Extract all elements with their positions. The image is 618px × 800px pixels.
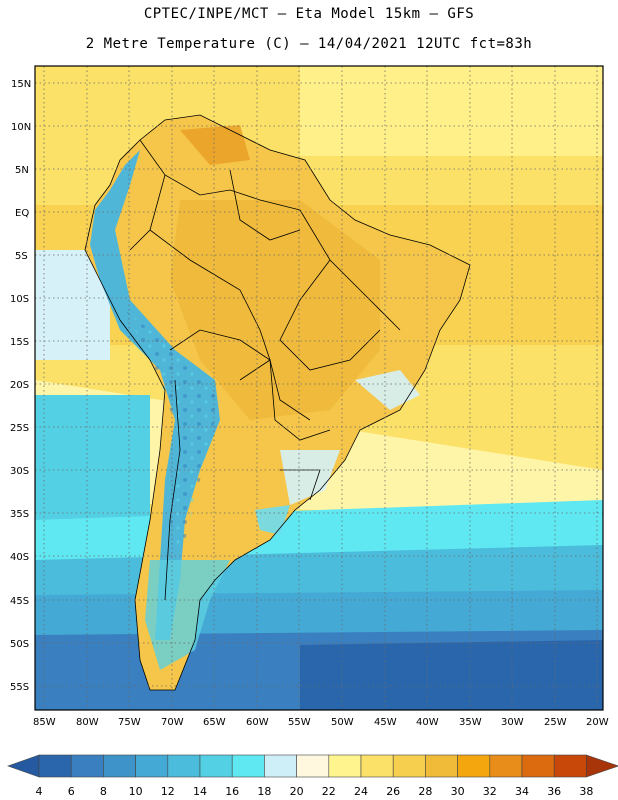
colorbar-swatch <box>199 754 233 778</box>
country-borders <box>84 114 471 691</box>
colorbar-tick-label: 36 <box>547 785 561 798</box>
colorbar: 4 6 8 10 12 14 16 18 20 22 24 26 28 30 32 34 36 38 <box>7 754 618 798</box>
lat-label: 15N <box>11 79 31 90</box>
colorbar-tick-label: 26 <box>386 785 400 798</box>
lat-label: 5N <box>15 165 29 176</box>
temperature-field <box>35 66 603 710</box>
lat-label: 25S <box>10 423 29 434</box>
map-subtitle: 2 Metre Temperature (C) – 14/04/2021 12U… <box>85 36 533 52</box>
lat-label: EQ <box>15 208 29 219</box>
lon-label: 50W <box>331 717 354 728</box>
colorbar-swatch <box>425 754 458 778</box>
colorbar-tick-label: 22 <box>322 785 336 798</box>
colorbar-swatch <box>167 754 201 778</box>
lat-label: 40S <box>10 552 29 563</box>
colorbar-tick-label: 18 <box>257 785 271 798</box>
colorbar-tick-label: 4 <box>36 785 43 798</box>
colorbar-swatch <box>553 754 587 778</box>
lat-label: 15S <box>10 337 29 348</box>
lon-label: 35W <box>459 717 482 728</box>
colorbar-tick-label: 28 <box>418 785 432 798</box>
colorbar-swatch <box>392 754 426 778</box>
lon-label: 45W <box>374 717 397 728</box>
lat-label: 10S <box>10 294 29 305</box>
lon-label: 55W <box>288 717 311 728</box>
latitude-labels: 15N 10N 5N EQ 5S 10S 15S 20S 25S 30S 35S… <box>10 79 31 693</box>
colorbar-tick-label: 30 <box>451 785 465 798</box>
colorbar-tick-label: 16 <box>225 785 239 798</box>
colorbar-swatch <box>328 754 362 778</box>
longitude-labels: 85W 80W 75W 70W 65W 60W 55W 50W 45W 40W … <box>33 717 609 728</box>
colorbar-tick-label: 10 <box>129 785 143 798</box>
colorbar-swatch <box>135 754 169 778</box>
lon-label: 25W <box>544 717 567 728</box>
lat-label: 30S <box>10 466 29 477</box>
colorbar-tick-label: 14 <box>193 785 207 798</box>
lat-label: 45S <box>10 596 29 607</box>
lon-label: 75W <box>118 717 141 728</box>
colorbar-swatch <box>489 754 523 778</box>
colorbar-min-arrow <box>7 754 40 778</box>
colorbar-tick-label: 24 <box>354 785 368 798</box>
lon-label: 85W <box>33 717 56 728</box>
lat-label: 50S <box>10 639 29 650</box>
colorbar-tick-label: 8 <box>100 785 107 798</box>
lon-label: 80W <box>76 717 99 728</box>
colorbar-swatch <box>360 754 394 778</box>
colorbar-tick-label: 32 <box>483 785 497 798</box>
colorbar-tick-label: 6 <box>68 785 75 798</box>
colorbar-swatch <box>264 754 297 778</box>
lon-label: 70W <box>161 717 184 728</box>
colorbar-tick-label: 38 <box>579 785 593 798</box>
lon-label: 60W <box>246 717 269 728</box>
lon-label: 65W <box>203 717 226 728</box>
colorbar-swatch <box>38 754 72 778</box>
lon-label: 20W <box>586 717 609 728</box>
map-title: CPTEC/INPE/MCT – Eta Model 15km – GFS <box>143 6 475 22</box>
lon-label: 30W <box>501 717 524 728</box>
colorbar-swatch <box>70 754 104 778</box>
lat-label: 35S <box>10 509 29 520</box>
lat-label: 55S <box>10 682 29 693</box>
colorbar-tick-label: 20 <box>290 785 304 798</box>
lon-label: 40W <box>416 717 439 728</box>
colorbar-tick-label: 34 <box>515 785 529 798</box>
colorbar-swatch <box>231 754 265 778</box>
graticule <box>35 66 603 710</box>
lat-label: 10N <box>11 122 31 133</box>
lat-label: 5S <box>15 251 28 262</box>
colorbar-swatch <box>103 754 136 778</box>
colorbar-swatch <box>296 754 330 778</box>
colorbar-swatch <box>457 754 491 778</box>
colorbar-swatch <box>521 754 555 778</box>
colorbar-max-arrow <box>586 754 618 778</box>
lat-label: 20S <box>10 380 29 391</box>
colorbar-tick-label: 12 <box>161 785 175 798</box>
map-frame <box>34 65 604 711</box>
